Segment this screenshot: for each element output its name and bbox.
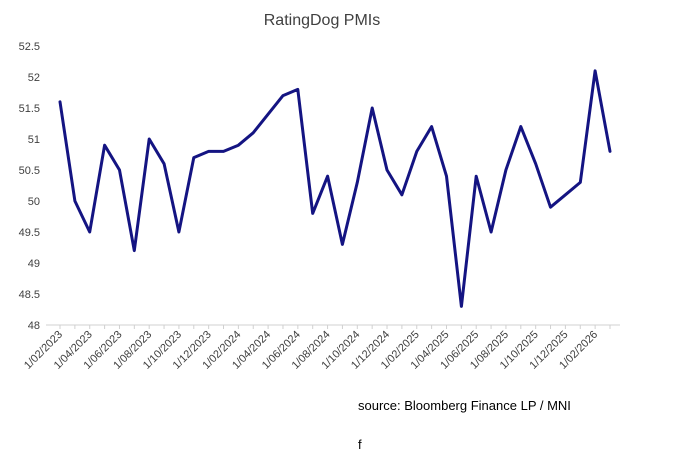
footer-mark: f — [358, 437, 362, 452]
y-tick-label: 51.5 — [19, 103, 40, 115]
y-axis-ticks: 48 48.5 49 49.5 50 50.5 51 51.5 52 52.5 — [19, 41, 40, 332]
x-axis-tickmarks — [60, 325, 610, 329]
source-note: source: Bloomberg Finance LP / MNI — [358, 398, 571, 413]
y-tick-label: 51 — [28, 134, 40, 146]
y-tick-label: 50.5 — [19, 165, 40, 177]
series-line — [60, 71, 610, 307]
y-tick-label: 48 — [28, 320, 40, 332]
chart-title: RatingDog PMIs — [264, 12, 381, 29]
y-tick-label: 49.5 — [19, 227, 40, 239]
series-group — [60, 71, 610, 307]
y-tick-label: 50 — [28, 196, 40, 208]
y-tick-label: 52.5 — [19, 41, 40, 53]
y-tick-label: 52 — [28, 72, 40, 84]
y-tick-label: 49 — [28, 258, 40, 270]
y-tick-label: 48.5 — [19, 289, 40, 301]
x-axis-tick-labels: 1/02/20231/04/20231/06/20231/08/20231/10… — [22, 329, 600, 372]
